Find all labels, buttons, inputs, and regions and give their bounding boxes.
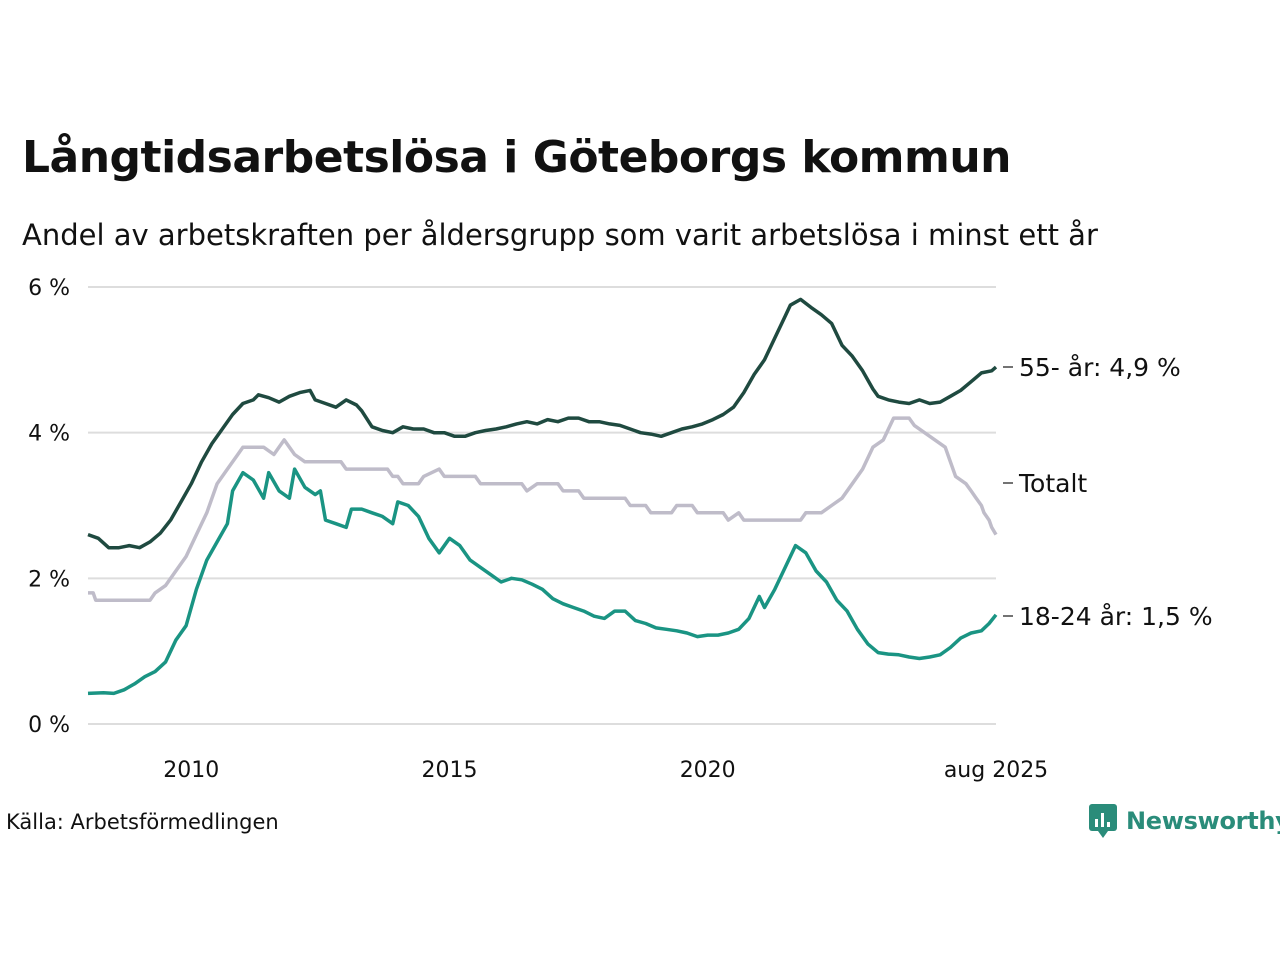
chart-title: Långtidsarbetslösa i Göteborgs kommun xyxy=(22,132,1012,183)
series-end-label: 55- år: 4,9 % xyxy=(1019,353,1181,382)
x-tick-label: 2015 xyxy=(421,758,477,783)
brand-name: Newsworthy xyxy=(1126,807,1280,835)
y-axis-tick-labels: 0 % 2 % 4 % 6 % xyxy=(28,276,70,738)
series-end-label: Totalt xyxy=(1018,469,1087,498)
series-end-labels: 55- år: 4,9 % Totalt 18-24 år: 1,5 % xyxy=(1003,353,1213,631)
x-tick-label: 2010 xyxy=(163,758,219,783)
chart-subtitle: Andel av arbetskraften per åldersgrupp s… xyxy=(22,218,1098,252)
y-tick-label: 4 % xyxy=(28,422,70,447)
series-line xyxy=(87,467,998,696)
x-tick-label: 2020 xyxy=(680,758,736,783)
series-end-label: 18-24 år: 1,5 % xyxy=(1019,602,1213,631)
y-tick-label: 2 % xyxy=(28,567,70,592)
series-line xyxy=(88,416,998,602)
y-tick-label: 6 % xyxy=(28,276,70,301)
newsworthy-logo-icon xyxy=(1089,804,1117,838)
gridlines xyxy=(88,286,996,725)
series-line xyxy=(87,297,998,550)
newsworthy-logo[interactable]: Newsworthy xyxy=(1088,803,1280,839)
series-lines xyxy=(87,297,998,696)
x-axis-tick-labels: 2010 2015 2020 aug 2025 xyxy=(163,758,1048,783)
source-note: Källa: Arbetsförmedlingen xyxy=(6,810,279,834)
y-tick-label: 0 % xyxy=(28,713,70,738)
x-tick-label: aug 2025 xyxy=(944,758,1048,783)
